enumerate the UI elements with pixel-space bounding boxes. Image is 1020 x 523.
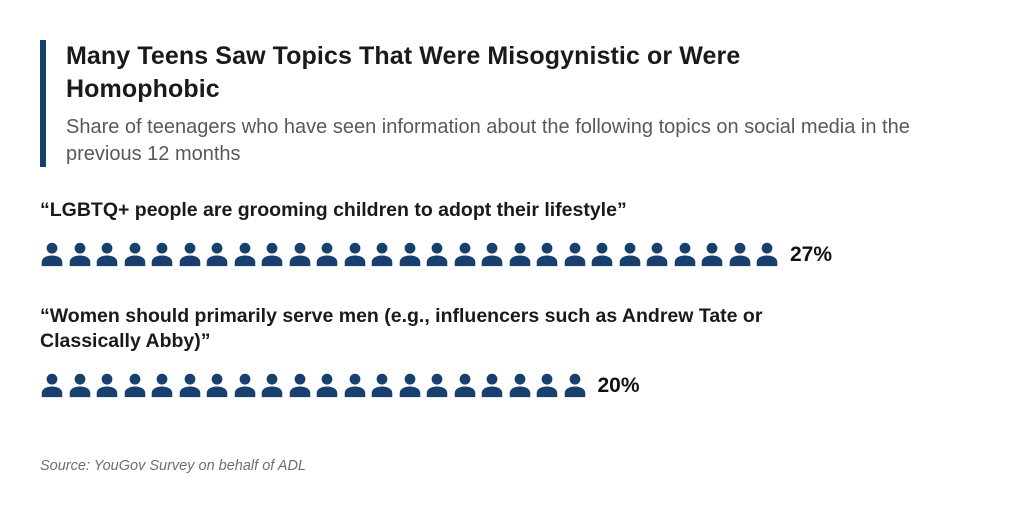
person-icon <box>95 372 119 400</box>
chart-header: Many Teens Saw Topics That Were Misogyni… <box>40 40 980 168</box>
person-icon <box>95 241 119 269</box>
person-icon <box>645 241 669 269</box>
person-icon <box>205 241 229 269</box>
person-icon <box>563 372 587 400</box>
person-icon <box>343 241 367 269</box>
page-subtitle: Share of teenagers who have seen informa… <box>66 116 910 165</box>
person-icon <box>563 241 587 269</box>
category-label: “LGBTQ+ people are grooming children to … <box>40 199 627 222</box>
icon-row: 27% <box>40 239 980 271</box>
person-icon <box>453 241 477 269</box>
person-icon <box>40 241 64 269</box>
person-icon-group <box>40 372 587 400</box>
page-title: Many Teens Saw Topics That Were Misogyni… <box>66 42 741 103</box>
person-icon <box>535 241 559 269</box>
person-icon <box>480 372 504 400</box>
person-icon <box>425 372 449 400</box>
person-icon <box>40 372 64 400</box>
person-icon <box>178 241 202 269</box>
person-icon <box>398 241 422 269</box>
person-icon <box>288 372 312 400</box>
person-icon <box>288 241 312 269</box>
pictogram-row-lgbtq-grooming: “LGBTQ+ people are grooming children to … <box>40 198 980 271</box>
person-icon <box>150 372 174 400</box>
person-icon <box>260 372 284 400</box>
person-icon <box>508 372 532 400</box>
person-icon <box>150 241 174 269</box>
person-icon <box>755 241 779 269</box>
person-icon <box>68 241 92 269</box>
person-icon <box>618 241 642 269</box>
person-icon <box>700 241 724 269</box>
person-icon <box>123 241 147 269</box>
person-icon <box>123 372 147 400</box>
person-icon <box>370 372 394 400</box>
icon-row: 20% <box>40 370 980 402</box>
person-icon <box>590 241 614 269</box>
person-icon <box>315 372 339 400</box>
person-icon <box>425 241 449 269</box>
source-note: Source: YouGov Survey on behalf of ADL <box>40 458 306 475</box>
category-label: “Women should primarily serve men (e.g.,… <box>40 305 763 353</box>
person-icon <box>728 241 752 269</box>
person-icon <box>233 241 257 269</box>
person-icon <box>453 372 477 400</box>
person-icon <box>508 241 532 269</box>
person-icon-group <box>40 241 779 269</box>
person-icon <box>68 372 92 400</box>
person-icon <box>233 372 257 400</box>
person-icon <box>370 241 394 269</box>
person-icon <box>315 241 339 269</box>
value-label: 27% <box>790 243 833 267</box>
person-icon <box>535 372 559 400</box>
person-icon <box>480 241 504 269</box>
person-icon <box>398 372 422 400</box>
value-label: 20% <box>597 374 640 398</box>
pictogram-row-women-serve-men: “Women should primarily serve men (e.g.,… <box>40 304 980 402</box>
person-icon <box>343 372 367 400</box>
person-icon <box>178 372 202 400</box>
person-icon <box>260 241 284 269</box>
person-icon <box>205 372 229 400</box>
person-icon <box>673 241 697 269</box>
